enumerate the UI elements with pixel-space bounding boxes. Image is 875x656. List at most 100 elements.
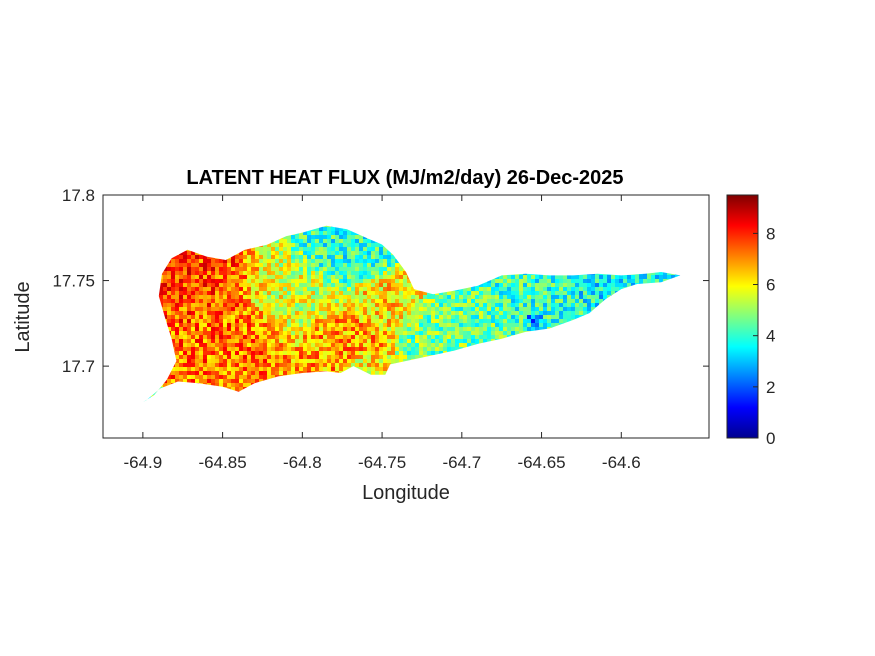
heat-cell [563,303,567,307]
heat-cell [195,271,199,275]
heat-cell [447,315,451,319]
heat-cell [355,247,359,251]
heat-cell [403,315,407,319]
heat-cell [303,247,307,251]
heat-cell [515,299,519,303]
heat-cell [303,319,307,323]
heat-cell [319,235,323,239]
heat-cell [555,303,559,307]
heat-cell [323,259,327,263]
heat-cell [371,299,375,303]
heat-cell [483,295,487,299]
heat-cell [575,315,579,319]
heat-cell [543,275,547,279]
heat-cell [455,291,459,295]
heat-cell [363,275,367,279]
heat-cell [167,279,171,283]
heat-cell [323,231,327,235]
heat-cell [371,275,375,279]
heat-cell [259,303,263,307]
heat-cell [187,315,191,319]
heat-cell [483,299,487,303]
heat-cell [451,307,455,311]
heat-cell [259,291,263,295]
heat-cell [503,279,507,283]
heat-cell [631,283,635,287]
heat-cell [387,279,391,283]
heat-cell [271,319,275,323]
heat-cell [279,259,283,263]
heat-cell [291,263,295,267]
heat-cell [223,283,227,287]
heat-cell [611,291,615,295]
heat-cell [315,291,319,295]
heat-cell [607,287,611,291]
heat-cell [211,311,215,315]
heat-cell [487,287,491,291]
heat-cell [163,267,167,271]
heat-cell [551,295,555,299]
heat-cell [491,283,495,287]
heat-cell [343,315,347,319]
heat-cell [663,271,667,275]
heat-cell [595,303,599,307]
heat-cell [319,279,323,283]
heat-cell [391,299,395,303]
heat-cell [347,291,351,295]
heat-cell [339,259,343,263]
heat-cell [299,263,303,267]
heat-cell [463,303,467,307]
heat-cell [551,283,555,287]
heat-cell [467,319,471,323]
heat-cell [311,251,315,255]
heat-cell [367,279,371,283]
heat-cell [227,267,231,271]
heat-cell [503,319,507,323]
heat-cell [171,291,175,295]
heat-cell [427,299,431,303]
heat-cell [339,323,343,327]
heat-cell [355,267,359,271]
heat-cell [283,271,287,275]
heat-cell [367,311,371,315]
heat-cell [311,311,315,315]
heat-cell [303,231,307,235]
heat-cell [283,255,287,259]
heat-cell [251,319,255,323]
heat-cell [531,299,535,303]
heat-cell [179,279,183,283]
heat-cell [247,319,251,323]
heat-cell [339,247,343,251]
heat-cell [251,251,255,255]
heat-cell [331,295,335,299]
heat-cell [371,243,375,247]
heat-cell [383,295,387,299]
heat-cell [335,255,339,259]
heat-cell [183,263,187,267]
heat-cell [423,299,427,303]
heat-cell [315,263,319,267]
heat-cell [427,315,431,319]
heat-cell [163,299,167,303]
heat-cell [519,291,523,295]
heat-cell [627,275,631,279]
heat-cell [371,251,375,255]
heat-cell [307,291,311,295]
heat-cell [231,271,235,275]
heat-cell [239,323,243,327]
heat-cell [163,303,167,307]
heat-cell [367,263,371,267]
heat-cell [283,263,287,267]
heat-cell [267,259,271,263]
heat-cell [519,283,523,287]
heat-cell [399,291,403,295]
heat-cell [327,227,331,231]
heat-cell [491,287,495,291]
heat-cell [499,315,503,319]
heat-cell [167,283,171,287]
heat-cell [359,291,363,295]
heat-cell [387,295,391,299]
heat-cell [643,275,647,279]
heat-cell [219,271,223,275]
heat-cell [195,267,199,271]
